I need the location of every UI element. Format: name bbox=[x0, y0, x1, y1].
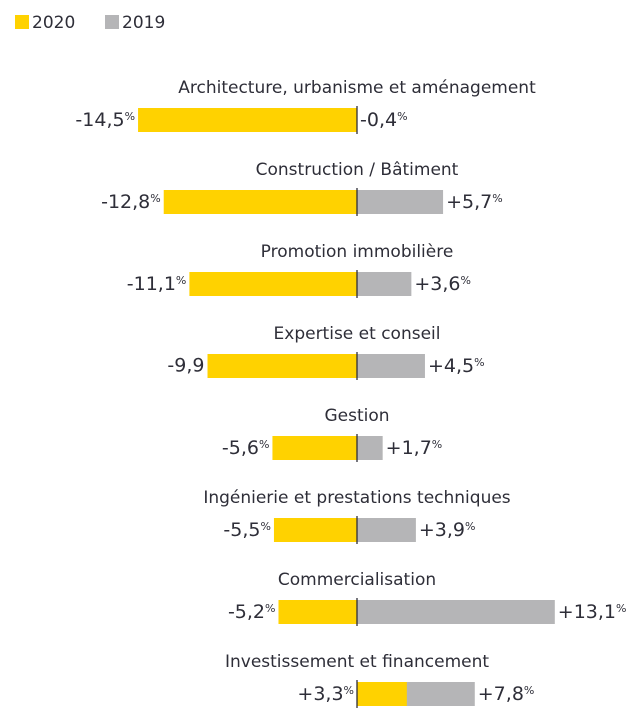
data-label: -5,2% bbox=[228, 601, 276, 623]
data-label: -5,6% bbox=[222, 437, 270, 459]
bar bbox=[357, 682, 407, 706]
legend-label: 2020 bbox=[32, 13, 75, 33]
category-label: Ingénierie et prestations techniques bbox=[203, 488, 510, 508]
data-label: -0,4% bbox=[360, 109, 408, 131]
bar bbox=[138, 108, 357, 132]
category-label: Promotion immobilière bbox=[261, 242, 454, 262]
legend-swatch bbox=[105, 15, 119, 29]
category-label: Investissement et financement bbox=[225, 652, 489, 672]
bar bbox=[272, 436, 357, 460]
bar bbox=[357, 190, 444, 214]
category-label: Commercialisation bbox=[278, 570, 436, 590]
category-label: Gestion bbox=[324, 406, 389, 426]
category-label: Construction / Bâtiment bbox=[256, 160, 459, 180]
data-label: -5,5% bbox=[223, 519, 271, 541]
bar bbox=[273, 518, 357, 542]
bar bbox=[163, 190, 357, 214]
data-label: -14,5% bbox=[75, 109, 135, 131]
data-label: -9,9 bbox=[167, 355, 204, 377]
category-label: Architecture, urbanisme et aménagement bbox=[178, 78, 536, 98]
data-label: +1,7% bbox=[386, 437, 443, 459]
data-label: +3,3% bbox=[297, 683, 354, 705]
legend-label: 2019 bbox=[122, 13, 165, 33]
bar bbox=[357, 518, 416, 542]
bar bbox=[207, 354, 357, 378]
bar bbox=[357, 272, 412, 296]
data-label: +13,1% bbox=[558, 601, 627, 623]
legend-swatch bbox=[15, 15, 29, 29]
data-label: +5,7% bbox=[446, 191, 503, 213]
category-label: Expertise et conseil bbox=[274, 324, 441, 344]
bar bbox=[278, 600, 357, 624]
data-label: +3,6% bbox=[414, 273, 471, 295]
bar bbox=[357, 354, 425, 378]
data-label: +3,9% bbox=[419, 519, 476, 541]
bar bbox=[357, 600, 555, 624]
data-label: -11,1% bbox=[127, 273, 187, 295]
data-label: +7,8% bbox=[478, 683, 535, 705]
data-label: +4,5% bbox=[428, 355, 485, 377]
data-label: -12,8% bbox=[101, 191, 161, 213]
bar bbox=[357, 436, 383, 460]
bar bbox=[189, 272, 357, 296]
